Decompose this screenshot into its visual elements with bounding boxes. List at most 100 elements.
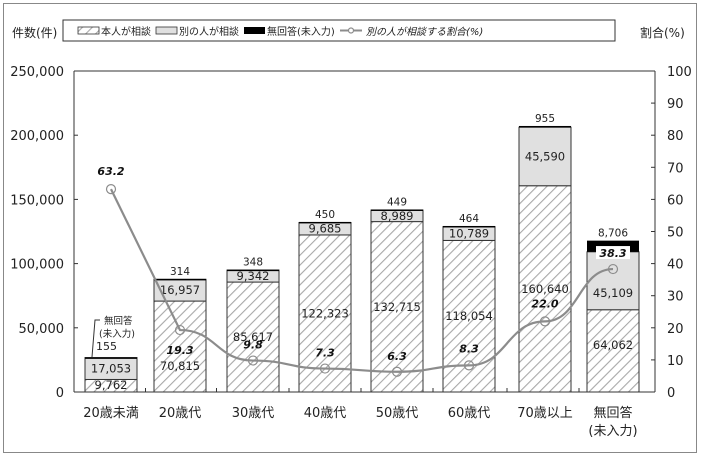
bar-other-label: 17,053: [91, 362, 131, 376]
legend-label: 別の人が相談する割合(%): [366, 26, 483, 38]
bar-noanswer: [227, 269, 279, 272]
y-left-tick-label: 0: [56, 386, 64, 401]
bar-other-label: 45,109: [593, 286, 633, 300]
bar-noanswer-label: 450: [315, 209, 335, 221]
bar-other-label: 9,685: [309, 222, 342, 236]
plot-area: 0 50,000 100,000 150,000 200,000 250,000 0 10 20…: [10, 65, 692, 439]
ratio-label: 38.3: [599, 247, 626, 260]
annotation-text: 無回答: [104, 315, 133, 327]
y-axis-right-title: 割合(%): [640, 25, 685, 40]
bar-self-label: 70,815: [160, 359, 200, 373]
ratio-label: 8.3: [459, 342, 479, 355]
bar-noanswer: [299, 221, 351, 224]
ratio-line: [110, 188, 614, 373]
ratio-label: 7.3: [315, 347, 335, 360]
annotation-text: (未入力): [99, 328, 135, 340]
bar-other-label: 45,590: [525, 149, 565, 163]
ratio-marker-icon: [463, 360, 475, 371]
bar-other: [586, 251, 640, 311]
legend-item-noanswer: 無回答(未入力): [244, 25, 335, 38]
bar-self-label: 64,062: [593, 338, 633, 352]
y-right-tick-label: 80: [667, 129, 684, 144]
bar-other: [518, 126, 572, 187]
bar-self-label: 122,323: [301, 306, 349, 320]
y-left-tick-label: 200,000: [10, 129, 64, 144]
ratio-marker-icon: [607, 263, 619, 275]
y-right-tick-label: 100: [667, 65, 692, 80]
ratio-marker-icon: [174, 324, 186, 336]
bar-noanswer-label: 955: [535, 113, 555, 125]
legend-label: 別の人が相談: [179, 25, 239, 38]
ratio-marker-icon: [391, 366, 403, 377]
y-right-tick-label: 20: [667, 322, 684, 337]
y-right-tick-label: 0: [667, 386, 675, 401]
bar-self: [226, 281, 280, 393]
legend-item-ratio: 別の人が相談する割合(%): [340, 26, 483, 38]
y-right-tick-label: 30: [667, 290, 684, 305]
ratio-label: 19.3: [166, 344, 193, 357]
legend-swatch-black: [244, 27, 265, 34]
y-right-tick-label: 40: [667, 258, 684, 273]
y-right-tick-label: 90: [667, 97, 684, 112]
ratio-marker-icon: [105, 184, 117, 195]
ratio-label: 6.3: [387, 350, 407, 363]
bar-self-label: 85,617: [233, 330, 273, 344]
bar-self: [586, 309, 640, 393]
bar-self-label: 160,640: [521, 282, 569, 296]
bar-noanswer: [443, 225, 495, 228]
bar-other-label: 16,957: [160, 283, 200, 297]
bar-noanswer: [154, 278, 206, 281]
x-category-label: 60歳代: [448, 406, 491, 421]
bar-noanswer-label: 464: [459, 213, 479, 225]
legend-swatch-gray: [155, 26, 178, 35]
y-left-tick-label: 100,000: [10, 258, 64, 273]
bar-noanswer: [371, 209, 423, 211]
bar-self-label: 9,762: [95, 378, 128, 392]
bar-noanswer-label: 155: [96, 340, 117, 353]
bar-noanswer-label: 449: [387, 196, 407, 208]
legend-label: 本人が相談: [101, 25, 151, 38]
x-category-label: (未入力): [588, 424, 637, 439]
y-right-tick-label: 10: [667, 354, 684, 369]
bar-self: [370, 221, 424, 393]
x-category-label: 20歳代: [159, 406, 202, 421]
y-left-tick-label: 150,000: [10, 193, 64, 208]
y-right-tick-label: 70: [667, 161, 684, 176]
y-right-tick-label: 50: [667, 226, 684, 241]
bar-other-label: 8,989: [381, 209, 414, 223]
x-category-label: 70歳以上: [517, 406, 573, 421]
y-right-tick-label: 60: [667, 193, 684, 208]
bar-self: [298, 234, 352, 393]
legend-item-self: 本人が相談: [77, 25, 151, 38]
bar-noanswer: [85, 357, 137, 359]
chart-frame: [3, 3, 697, 453]
y-left-tick-label: 50,000: [19, 322, 65, 337]
bar-other-label: 10,789: [449, 226, 489, 240]
ratio-marker-icon: [247, 355, 259, 366]
bar-self: [153, 300, 207, 393]
ratio-marker-icon: [539, 316, 551, 327]
bar-noanswer-label: 348: [243, 257, 263, 269]
ratio-label: 63.2: [97, 165, 124, 178]
ratio-label-bg: [596, 246, 630, 260]
legend-item-other: 別の人が相談: [155, 25, 239, 38]
x-category-label: 50歳代: [376, 406, 419, 421]
x-category-label: 無回答: [593, 405, 632, 421]
legend: 本人が相談 別の人が相談 無回答(未入力) 別の人が相談する割合(%): [62, 19, 616, 42]
bar-noanswer-label: 8,706: [598, 228, 628, 240]
ratio-label: 22.0: [531, 297, 558, 310]
ratio-label: 9.8: [243, 339, 263, 352]
x-category-label: 30歳代: [232, 406, 275, 421]
ratio-marker-icon: [319, 363, 331, 374]
bar-self-label: 132,715: [373, 300, 421, 314]
y-left-tick-label: 250,000: [10, 65, 64, 80]
bar-noanswer: [519, 125, 571, 128]
legend-marker-icon: [347, 27, 355, 34]
x-category-label: 40歳代: [304, 406, 347, 421]
bar-noanswer-label: 314: [170, 266, 190, 278]
bar-self-label: 118,054: [445, 309, 493, 323]
legend-swatch-hatched: [77, 26, 100, 35]
y-axis-left-title: 件数(件): [12, 25, 57, 40]
x-category-label: 20歳未満: [83, 406, 139, 421]
